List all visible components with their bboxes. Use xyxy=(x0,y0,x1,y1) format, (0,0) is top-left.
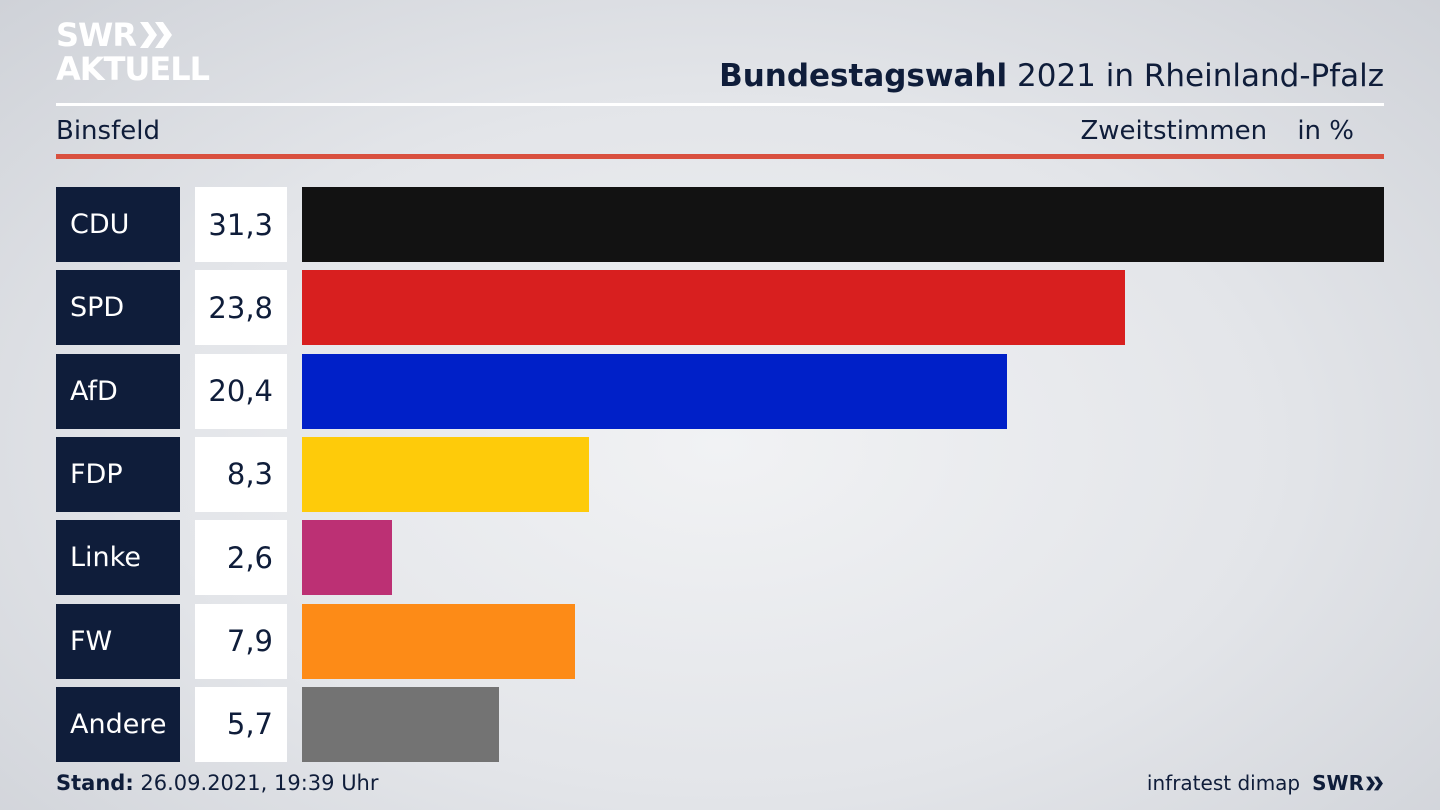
bar xyxy=(302,353,1007,429)
party-label: CDU xyxy=(56,187,180,262)
title-rest: 2021 in Rheinland-Pfalz xyxy=(1017,58,1384,94)
value-label: 2,6 xyxy=(195,520,287,596)
bar xyxy=(302,436,589,512)
logo-line-2: AKTUELL xyxy=(56,50,210,88)
value-label: 31,3 xyxy=(195,187,287,262)
party-label: Andere xyxy=(56,686,180,762)
accent-divider xyxy=(56,154,1384,159)
value-label: 23,8 xyxy=(195,270,287,346)
timestamp: Stand: 26.09.2021, 19:39 Uhr xyxy=(56,771,379,795)
double-chevron-icon xyxy=(1366,776,1384,791)
logo-line-1: SWR xyxy=(56,16,137,54)
value-label: 8,3 xyxy=(195,436,287,512)
bar-row-andere: Andere 5,7 xyxy=(56,686,1384,762)
measure-label: Zweitstimmen in % xyxy=(1080,116,1354,146)
party-label: AfD xyxy=(56,353,180,429)
location-label: Binsfeld xyxy=(56,116,160,146)
value-label: 7,9 xyxy=(195,603,287,679)
party-label: FDP xyxy=(56,436,180,512)
party-label: Linke xyxy=(56,520,180,596)
bar xyxy=(302,520,392,596)
bar xyxy=(302,187,1384,262)
chart-title: Bundestagswahl 2021 in Rheinland-Pfalz xyxy=(719,58,1384,94)
bar-chart: CDU 31,3 SPD 23,8 AfD 20,4 FDP 8,3 Linke 2,6 FW 7,9… xyxy=(56,187,1384,762)
bar-row-fdp: FDP 8,3 xyxy=(56,436,1384,512)
bar-row-cdu: CDU 31,3 xyxy=(56,187,1384,262)
brand-text: SWR xyxy=(1312,771,1364,795)
bar-row-spd: SPD 23,8 xyxy=(56,270,1384,346)
bar xyxy=(302,270,1125,346)
bar-row-linke: Linke 2,6 xyxy=(56,520,1384,596)
title-bold: Bundestagswahl xyxy=(719,58,1008,94)
measure-name: Zweitstimmen xyxy=(1080,116,1268,146)
source-name: infratest dimap xyxy=(1146,771,1301,795)
header-divider xyxy=(56,103,1384,106)
stand-value: 26.09.2021, 19:39 Uhr xyxy=(140,771,379,795)
bar-row-fw: FW 7,9 xyxy=(56,603,1384,679)
bar-row-afd: AfD 20,4 xyxy=(56,353,1384,429)
source-credit: infratest dimap SWR xyxy=(1147,771,1384,795)
stand-label: Stand: xyxy=(56,771,134,795)
party-label: FW xyxy=(56,603,180,679)
party-label: SPD xyxy=(56,270,180,346)
bar xyxy=(302,603,575,679)
double-chevron-icon xyxy=(139,22,174,48)
value-label: 20,4 xyxy=(195,353,287,429)
swr-brand: SWR xyxy=(1312,771,1384,795)
measure-unit: in % xyxy=(1297,116,1354,146)
swr-aktuell-logo: SWR AKTUELL xyxy=(56,16,210,88)
value-label: 5,7 xyxy=(195,686,287,762)
bar xyxy=(302,686,499,762)
